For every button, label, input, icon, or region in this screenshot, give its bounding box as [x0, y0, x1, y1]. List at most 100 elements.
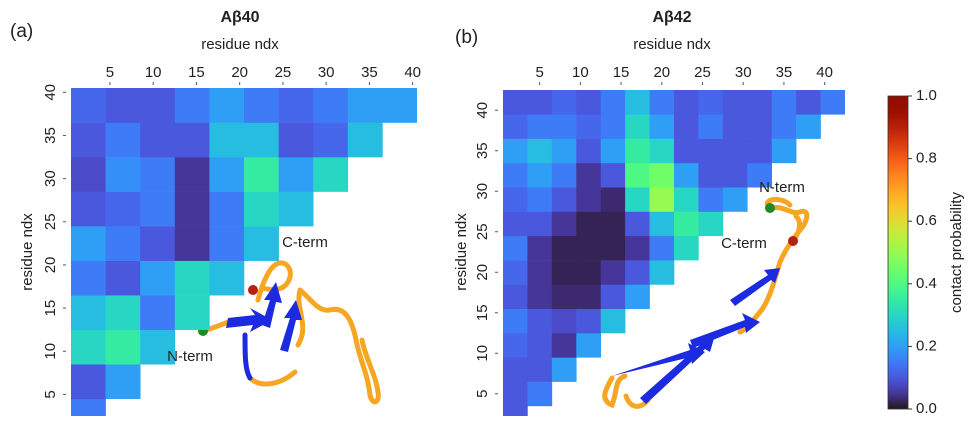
heatmap-cell [244, 122, 279, 158]
heatmap-cell [649, 138, 675, 164]
y-tick-label: 30 [474, 183, 491, 200]
heatmap-cell [503, 138, 528, 164]
heatmap-cell [209, 122, 245, 158]
x-tick-label: 15 [613, 64, 630, 81]
y-tick-label: 25 [474, 223, 491, 240]
heatmap-cell [649, 211, 675, 237]
colorbar-tick-label: 0.8 [916, 150, 937, 167]
heatmap-cell [747, 162, 773, 188]
heatmap-cell [71, 122, 106, 158]
heatmap-cell [503, 381, 528, 407]
heatmap-cell [105, 226, 141, 261]
heatmap-cell [209, 260, 245, 296]
heatmap-cell [551, 114, 577, 139]
heatmap-cell [105, 157, 141, 192]
heatmap-cell [503, 333, 528, 358]
heatmap-cell [278, 157, 314, 192]
heatmap-cell [649, 260, 675, 285]
protein-cartoon [198, 260, 381, 405]
heatmap-cell [278, 88, 314, 123]
heatmap-cell [722, 138, 748, 164]
heatmap-cell [527, 114, 553, 139]
chart-title: Aβ40 [220, 9, 259, 26]
heatmap-cell [771, 90, 797, 115]
heatmap-cell [313, 88, 349, 123]
heatmap-cell [503, 260, 528, 285]
heatmap-cell [649, 114, 675, 139]
y-tick-label: 35 [42, 127, 59, 144]
protein-cartoon [602, 196, 810, 409]
heatmap-cell [527, 235, 553, 261]
annotation: C-term [282, 234, 328, 251]
heatmap-cell [600, 162, 626, 188]
heatmap-cell [674, 211, 699, 237]
heatmap-cell [527, 260, 553, 285]
heatmap-cell [625, 260, 650, 285]
heatmap-cell [576, 333, 602, 358]
heatmap-cell [71, 398, 106, 416]
heatmap-cell [722, 90, 748, 115]
heatmap-cell [674, 90, 699, 115]
heatmap-cell [551, 284, 577, 309]
heatmap-cell [503, 114, 528, 139]
heatmap [503, 90, 845, 416]
panel-label: (a) [10, 21, 33, 42]
heatmap-cell [71, 226, 106, 261]
heatmap-cell [796, 90, 821, 115]
heatmap-cell [244, 226, 279, 261]
heatmap [71, 88, 417, 416]
y-tick-label: 40 [42, 84, 59, 101]
heatmap-cell [527, 211, 553, 237]
x-tick-label: 20 [653, 64, 670, 81]
heatmap-cell [551, 235, 577, 261]
heatmap-cell [771, 114, 797, 139]
heatmap-cell [771, 138, 797, 164]
heatmap-cell [313, 157, 349, 192]
heatmap-cell [140, 122, 176, 158]
heatmap-cell [698, 138, 724, 164]
heatmap-cell [503, 187, 528, 212]
colorbar-tick-label: 1.0 [916, 87, 937, 104]
heatmap-cell [576, 284, 602, 309]
heatmap-cell [576, 114, 602, 139]
heatmap-cell [527, 381, 553, 407]
heatmap-cell [722, 187, 748, 212]
heatmap-cell [551, 138, 577, 164]
heatmap-cell [551, 308, 577, 334]
heatmap-cell [174, 295, 210, 330]
heatmap-cell [625, 138, 650, 164]
y-tick-label: 5 [42, 390, 59, 398]
colorbar [887, 95, 909, 410]
heatmap-cell [503, 162, 528, 188]
heatmap-cell [551, 90, 577, 115]
heatmap-cell [347, 122, 383, 158]
heatmap-cell [278, 122, 314, 158]
heatmap-cell [551, 357, 577, 382]
heatmap-cell [649, 90, 675, 115]
heatmap-cell [649, 187, 675, 212]
heatmap-cell [105, 295, 141, 330]
heatmap-cell [503, 235, 528, 261]
heatmap-cell [105, 191, 141, 227]
heatmap-cell [576, 235, 602, 261]
y-tick-label: 10 [474, 345, 491, 362]
heatmap-cell [140, 88, 176, 123]
heatmap-cell [551, 162, 577, 188]
heatmap-cell [209, 88, 245, 123]
heatmap-cell [747, 90, 773, 115]
heatmap-cell [527, 284, 553, 309]
x-tick-label: 15 [188, 64, 205, 81]
heatmap-cell [503, 211, 528, 237]
heatmap-cell [600, 138, 626, 164]
x-tick-label: 35 [361, 64, 378, 81]
heatmap-cell [722, 162, 748, 188]
heatmap-cell [600, 114, 626, 139]
annotation: C-term [721, 235, 767, 252]
heatmap-cell [105, 88, 141, 123]
heatmap-cell [722, 114, 748, 139]
heatmap-cell [71, 329, 106, 365]
heatmap-cell [174, 88, 210, 123]
heatmap-cell [625, 284, 650, 309]
heatmap-cell [576, 308, 602, 334]
heatmap-cell [576, 162, 602, 188]
